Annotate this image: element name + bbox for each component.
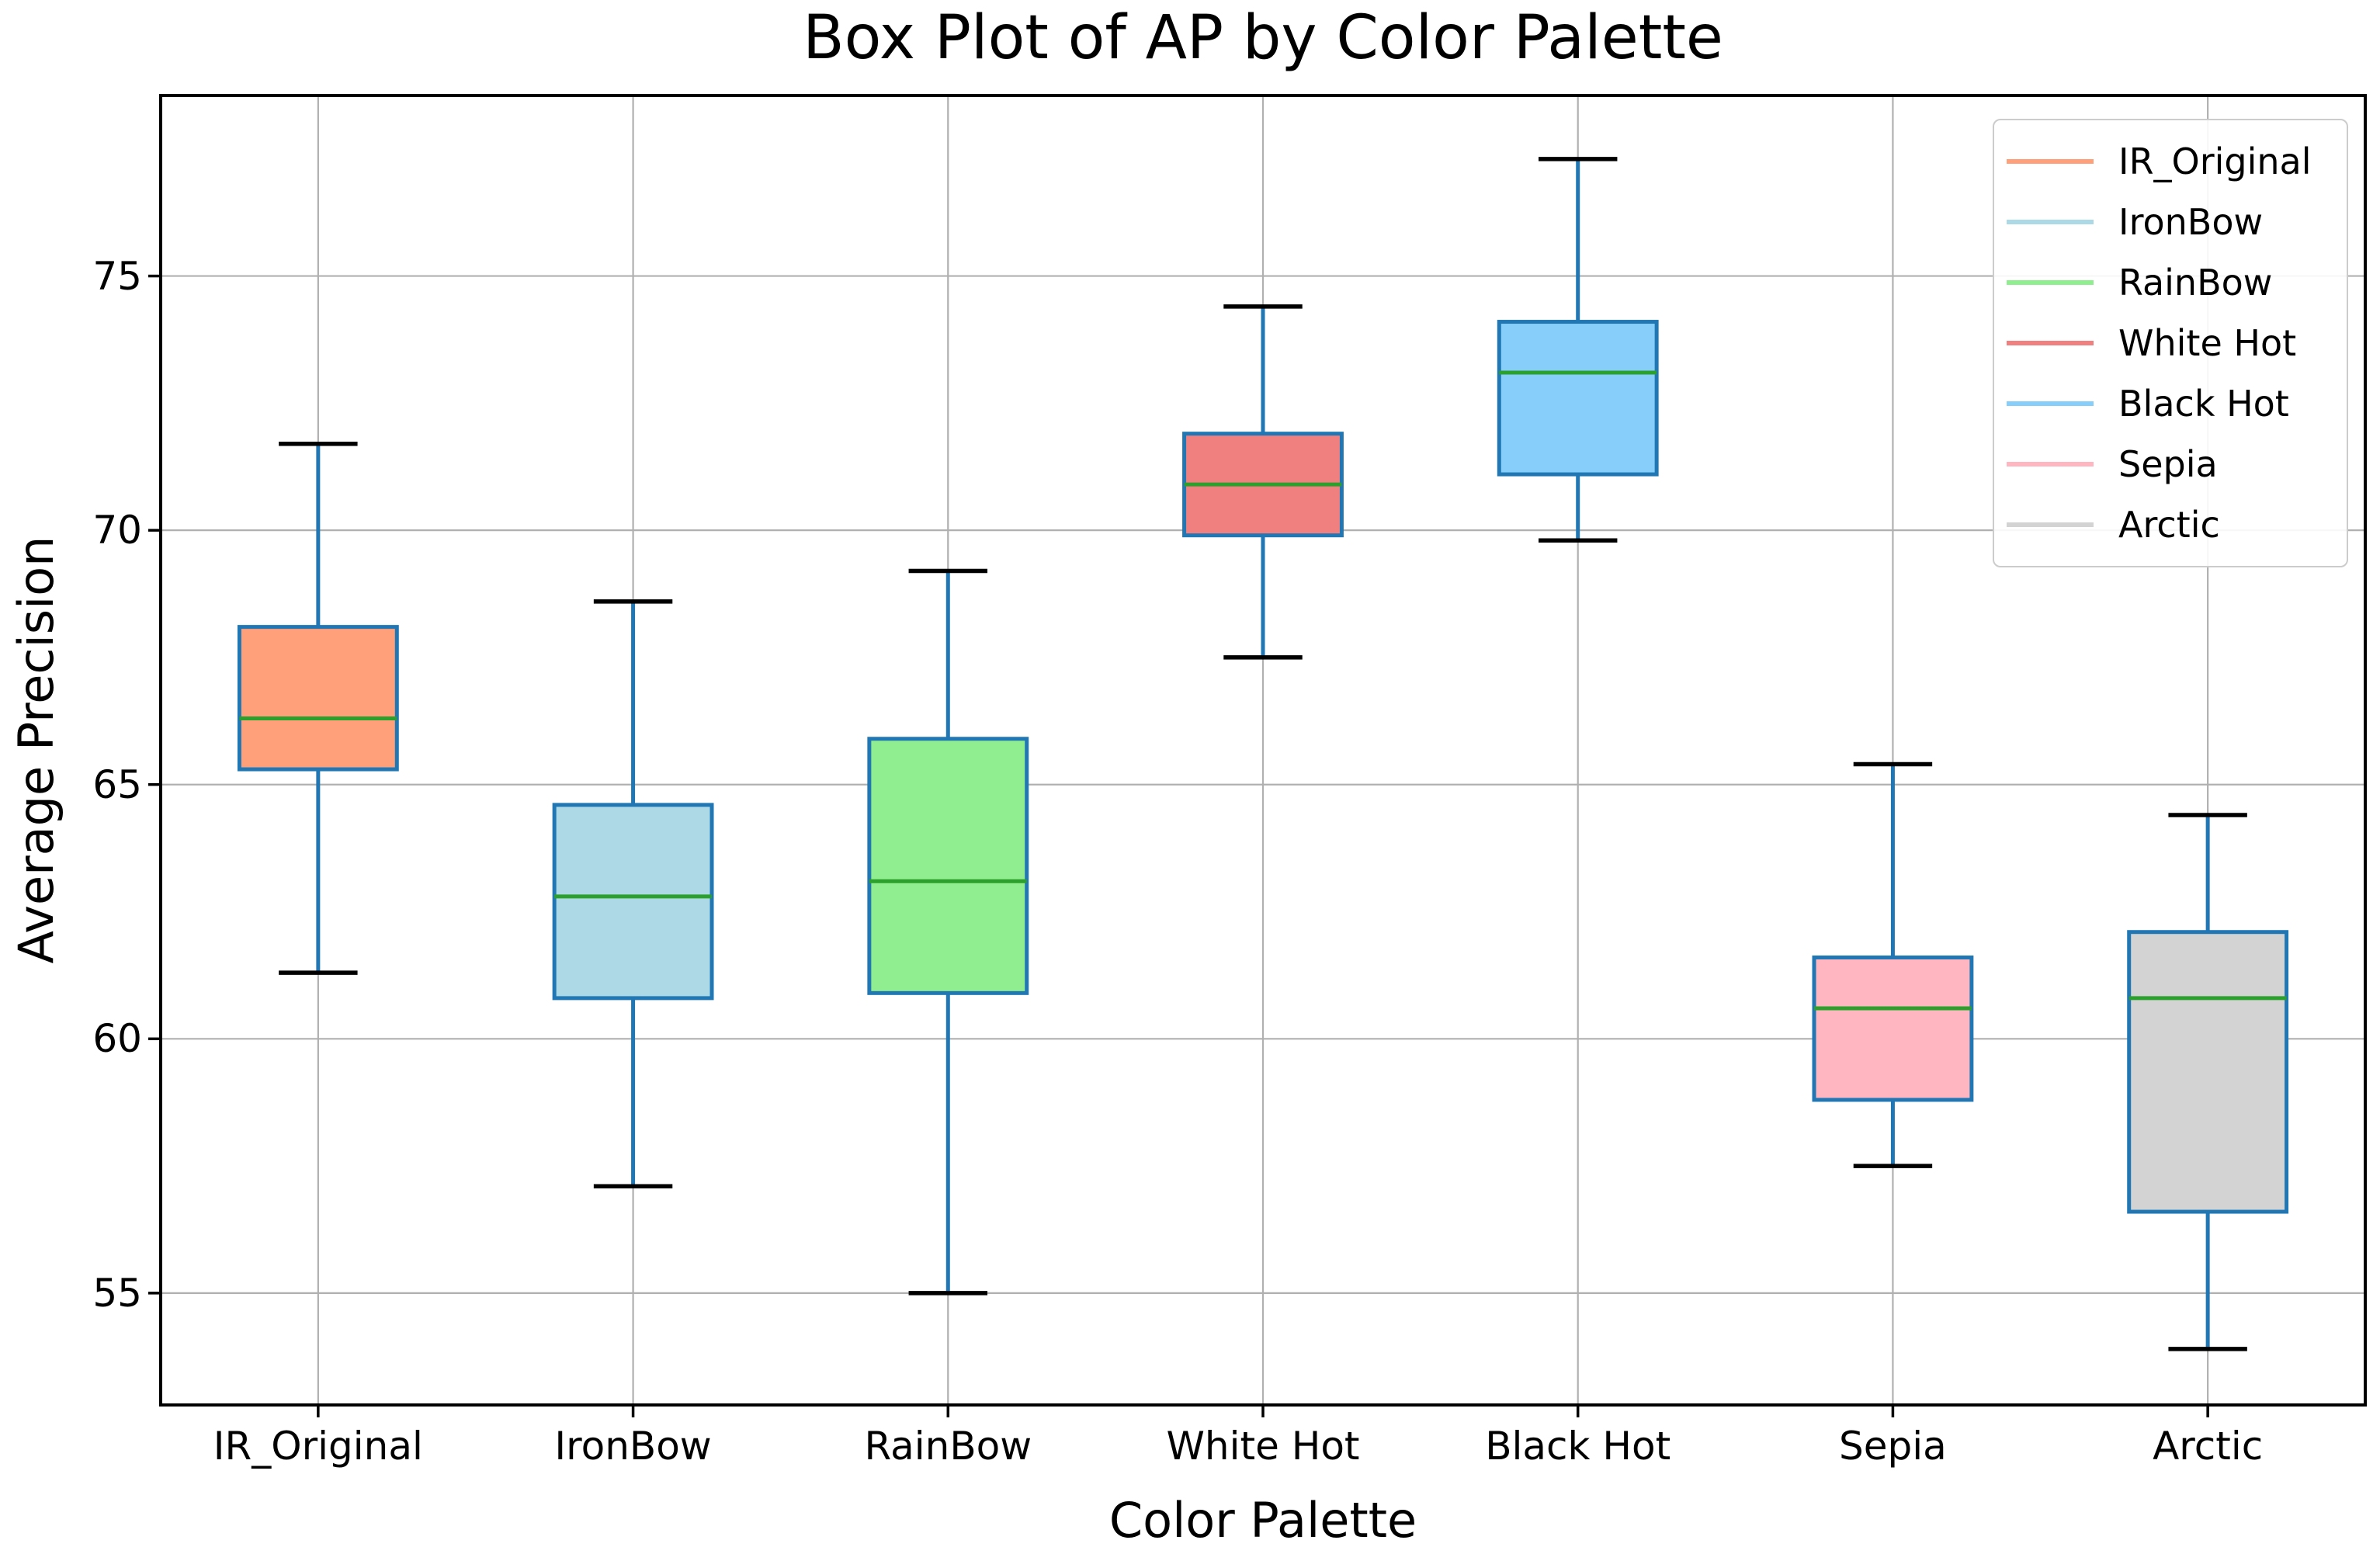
legend-label: IronBow <box>2118 201 2264 243</box>
iqr-box <box>1497 320 1659 477</box>
legend-label: White Hot <box>2118 322 2297 364</box>
legend-key-line <box>2007 341 2094 345</box>
legend-item-RainBow: RainBow <box>1994 252 2347 313</box>
y-tick-label: 55 <box>92 1270 142 1316</box>
legend-label: Arctic <box>2118 504 2220 546</box>
iqr-box <box>1812 955 1974 1102</box>
legend-item-Black-Hot: Black Hot <box>1994 373 2347 434</box>
chart-title: Box Plot of AP by Color Palette <box>803 3 1723 73</box>
y-tick-label: 75 <box>92 253 142 299</box>
y-tick-label: 70 <box>92 508 142 553</box>
legend-item-Sepia: Sepia <box>1994 434 2347 494</box>
legend-key-line <box>2007 280 2094 285</box>
y-tick-label: 65 <box>92 761 142 807</box>
x-tick-label: White Hot <box>1166 1424 1360 1469</box>
legend-key-line <box>2007 401 2094 406</box>
iqr-box <box>2127 930 2289 1214</box>
legend-item-White-Hot: White Hot <box>1994 313 2347 373</box>
legend-key-line <box>2007 220 2094 224</box>
legend-label: Black Hot <box>2118 383 2289 425</box>
legend-label: Sepia <box>2118 443 2218 485</box>
box-White-Hot <box>1182 304 1344 660</box>
x-tick-label: IR_Original <box>213 1424 423 1469</box>
x-tick-label: IronBow <box>554 1424 712 1469</box>
iqr-box <box>237 625 399 772</box>
x-tick-label: Sepia <box>1839 1424 1947 1469</box>
iqr-box <box>552 803 714 1001</box>
box-IR_Original <box>237 442 399 975</box>
x-tick-label: RainBow <box>864 1424 1032 1469</box>
y-tick-label: 60 <box>92 1016 142 1062</box>
box-Sepia <box>1812 761 1974 1168</box>
x-tick-label: Black Hot <box>1485 1424 1671 1469</box>
x-tick-label: Arctic <box>2153 1424 2264 1469</box>
legend-key-line <box>2007 522 2094 527</box>
box-Arctic <box>2127 813 2289 1351</box>
legend-label: RainBow <box>2118 262 2273 304</box>
y-axis-label: Average Precision <box>8 536 64 964</box>
box-IronBow <box>552 599 714 1189</box>
legend-key-line <box>2007 462 2094 467</box>
iqr-box <box>867 737 1029 995</box>
legend-key-line <box>2007 159 2094 164</box>
box-RainBow <box>867 568 1029 1296</box>
box-Black-Hot <box>1497 157 1659 543</box>
legend-item-IronBow: IronBow <box>1994 192 2347 252</box>
x-axis-label: Color Palette <box>1108 1492 1417 1549</box>
legend: IR_Original IronBow RainBow White Hot Black … <box>1993 119 2348 567</box>
legend-item-Arctic: Arctic <box>1994 494 2347 555</box>
plot-border <box>159 94 2367 1407</box>
legend-label: IR_Original <box>2118 140 2312 182</box>
legend-item-IR_Original: IR_Original <box>1994 131 2347 192</box>
